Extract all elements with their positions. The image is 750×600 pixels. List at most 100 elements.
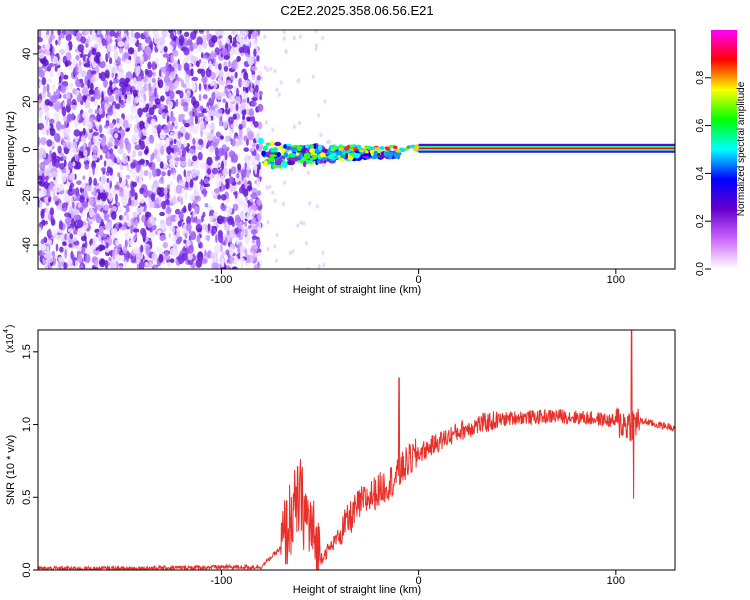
heatmap-noise-cell xyxy=(137,46,141,53)
heatmap-noise-cell xyxy=(195,219,202,225)
heatmap-noise-cell xyxy=(140,244,144,253)
heatmap-noise-cell xyxy=(193,30,198,35)
heatmap-noise-cell xyxy=(159,36,166,46)
heatmap-noise-cell xyxy=(163,162,167,169)
heatmap-noise-cell xyxy=(38,123,45,130)
heatmap-noise-cell xyxy=(210,50,215,60)
heatmap-noise-cell xyxy=(113,30,119,39)
heatmap-noise-cell xyxy=(57,145,62,154)
heatmap-noise-cell xyxy=(101,174,106,185)
heatmap-noise-cell xyxy=(111,211,117,220)
heatmap-noise-cell xyxy=(196,36,203,47)
heatmap-noise-cell xyxy=(66,233,70,242)
spectrogram-panel: -100 0 100 -40 -20 0 20 40 Height of straight … xyxy=(5,29,676,296)
heatmap-noise-cell xyxy=(184,132,190,141)
heatmap-noise-cell xyxy=(204,203,209,208)
heatmap-noise-cell xyxy=(107,261,111,266)
heatmap-noise-cell xyxy=(256,190,261,196)
heatmap-noise-cell xyxy=(145,103,150,110)
heatmap-noise-cell xyxy=(256,75,261,81)
heatmap-noise-cell xyxy=(138,159,145,165)
heatmap-noise-cell xyxy=(86,57,89,66)
heatmap-noise-cell xyxy=(234,71,238,79)
heatmap-noise-cell xyxy=(169,90,175,100)
heatmap-signal-cell xyxy=(265,142,271,146)
heatmap-faint-cell xyxy=(302,221,306,226)
heatmap-noise-cell xyxy=(128,197,132,206)
heatmap-noise-cell xyxy=(112,83,116,89)
heatmap-noise-cell xyxy=(190,55,196,63)
colorbar: 0.0 0.2 0.4 0.6 0.8 Normalized spectral ampl… xyxy=(695,30,747,276)
heatmap-noise-cell xyxy=(57,64,61,69)
heatmap-noise-cell xyxy=(217,194,222,200)
heatmap-noise-cell xyxy=(106,98,109,105)
heatmap-noise-cell xyxy=(77,253,82,263)
heatmap-noise-cell xyxy=(117,147,124,155)
heatmap-noise-cell xyxy=(162,67,167,74)
heatmap-noise-cell xyxy=(80,181,86,189)
heatmap-noise-cell xyxy=(169,116,176,122)
heatmap-noise-cell xyxy=(117,132,121,141)
heatmap-noise-cell xyxy=(40,137,47,146)
heatmap-noise-cell xyxy=(159,161,164,169)
heatmap-noise-cell xyxy=(248,215,254,220)
heatmap-noise-cell xyxy=(169,247,176,256)
spectrogram-y-tick-label: 0 xyxy=(21,146,33,152)
heatmap-noise-cell xyxy=(173,172,176,181)
heatmap-noise-cell xyxy=(100,71,106,82)
heatmap-noise-cell xyxy=(160,178,165,185)
heatmap-noise-cell xyxy=(139,120,145,130)
heatmap-noise-cell xyxy=(59,48,66,56)
heatmap-noise-cell xyxy=(230,166,237,175)
heatmap-noise-cell xyxy=(44,66,47,72)
heatmap-noise-cell xyxy=(171,197,178,205)
heatmap-noise-cell xyxy=(255,221,260,228)
heatmap-noise-cell xyxy=(240,198,245,208)
heatmap-noise-cell xyxy=(50,34,56,40)
heatmap-faint-cell xyxy=(326,139,330,145)
heatmap-noise-cell xyxy=(85,253,91,264)
heatmap-noise-cell xyxy=(212,222,217,227)
heatmap-noise-cell xyxy=(109,262,115,269)
heatmap-ridge-cell xyxy=(395,149,401,153)
heatmap-noise-cell xyxy=(52,250,55,259)
heatmap-faint-cell xyxy=(315,43,319,48)
heatmap-noise-cell xyxy=(156,127,160,134)
heatmap-noise-cell xyxy=(89,30,93,36)
heatmap-noise-cell xyxy=(88,176,93,186)
heatmap-noise-cell xyxy=(47,154,51,163)
heatmap-noise-cell xyxy=(43,236,48,244)
heatmap-noise-cell xyxy=(121,85,127,94)
heatmap-noise-cell xyxy=(118,187,125,197)
heatmap-faint-cell xyxy=(322,262,326,268)
heatmap-noise-cell xyxy=(88,89,95,95)
heatmap-noise-cell xyxy=(92,135,99,145)
heatmap-noise-cell xyxy=(245,202,249,212)
heatmap-signal-cell xyxy=(267,157,276,162)
heatmap-noise-cell xyxy=(104,182,110,193)
heatmap-signal-cell xyxy=(312,154,317,160)
heatmap-noise-cell xyxy=(94,109,98,115)
heatmap-signal-cell xyxy=(317,144,323,151)
heatmap-noise-cell xyxy=(192,162,200,169)
chart-title: C2E2.2025.358.06.56.E21 xyxy=(280,3,433,18)
heatmap-signal-cell xyxy=(313,143,317,150)
heatmap-noise-cell xyxy=(148,106,155,116)
heatmap-faint-cell xyxy=(319,132,323,138)
heatmap-noise-cell xyxy=(79,195,85,204)
heatmap-noise-cell xyxy=(255,239,261,247)
heatmap-noise-cell xyxy=(189,149,196,154)
heatmap-noise-cell xyxy=(225,198,231,203)
heatmap-noise-cell xyxy=(166,154,173,160)
heatmap-noise-cell xyxy=(219,175,226,183)
heatmap-noise-cell xyxy=(41,77,47,86)
heatmap-noise-cell xyxy=(230,103,233,113)
heatmap-noise-cell xyxy=(143,189,149,198)
heatmap-noise-cell xyxy=(258,90,263,96)
heatmap-signal-cell xyxy=(310,144,314,150)
heatmap-noise-cell xyxy=(225,249,230,256)
heatmap-noise-cell xyxy=(78,60,82,67)
heatmap-noise-cell xyxy=(222,251,225,256)
heatmap-noise-cell xyxy=(122,155,129,165)
heatmap-noise-cell xyxy=(93,56,100,63)
